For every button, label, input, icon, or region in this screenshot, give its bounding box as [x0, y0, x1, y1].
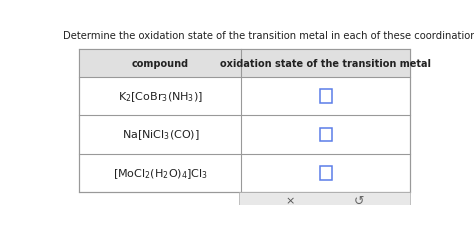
Bar: [320, 167, 332, 180]
Text: Determine the oxidation state of the transition metal in each of these coordinat: Determine the oxidation state of the tra…: [63, 30, 474, 40]
Bar: [320, 90, 332, 103]
Bar: [239, 192, 410, 209]
Bar: [320, 128, 332, 142]
Text: [MoCl$_2$(H$_2$O)$_4$]Cl$_3$: [MoCl$_2$(H$_2$O)$_4$]Cl$_3$: [113, 166, 208, 180]
Text: oxidation state of the transition metal: oxidation state of the transition metal: [220, 59, 431, 69]
Text: ×: ×: [286, 196, 295, 206]
Text: Na[NiCl$_3$(CO)]: Na[NiCl$_3$(CO)]: [121, 128, 200, 142]
Bar: [80, 50, 410, 192]
Text: compound: compound: [132, 59, 189, 69]
Text: K$_2$[CoBr$_3$(NH$_3$)]: K$_2$[CoBr$_3$(NH$_3$)]: [118, 90, 203, 103]
Text: ↺: ↺: [354, 194, 364, 207]
Bar: [80, 50, 410, 78]
